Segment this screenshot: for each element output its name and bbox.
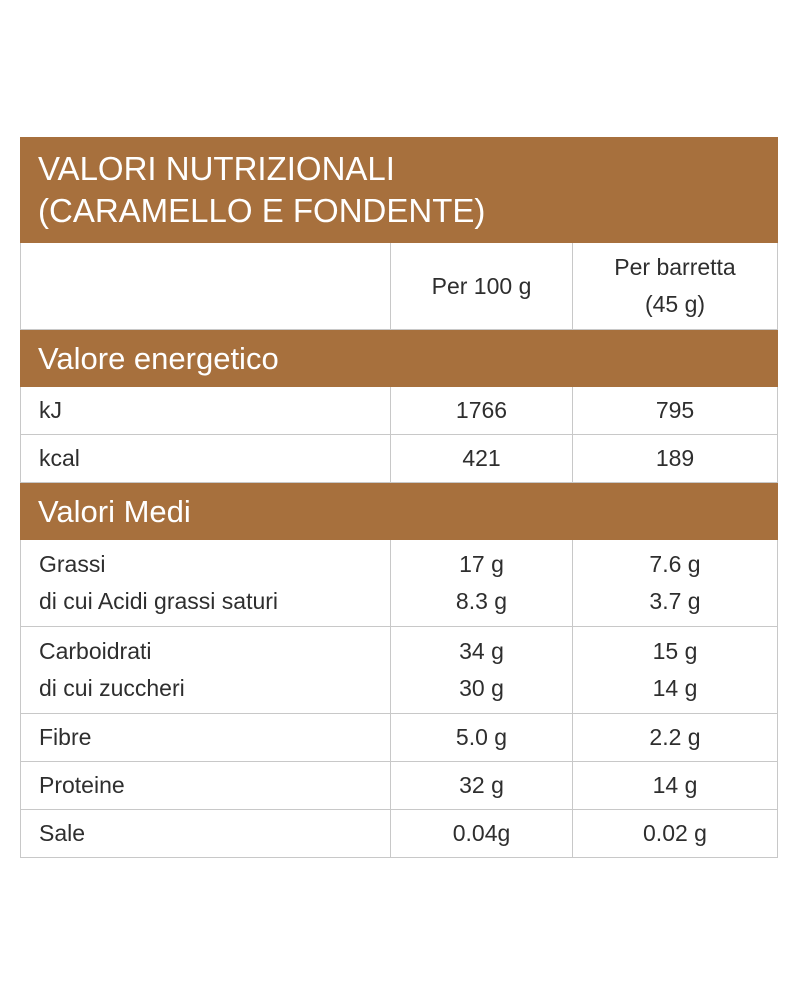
cell-text: 14 g (652, 675, 698, 701)
cell-text: 0.04g (452, 820, 511, 846)
cell: 2.2 g (573, 714, 777, 761)
cell-text: Proteine (39, 772, 125, 798)
cell-text: 17 g (459, 551, 504, 577)
cell: 421 (391, 435, 573, 482)
cell-text: Grassi (39, 551, 106, 577)
nutrition-table: VALORI NUTRIZIONALI (CARAMELLO E FONDENTE… (20, 137, 778, 858)
data-row: Fibre 5.0 g 2.2 g (20, 714, 778, 762)
cell-text: 5.0 g (455, 724, 508, 750)
header-row: Per 100 g Per barretta (45 g) (20, 243, 778, 330)
section-title: Valori Medi (38, 493, 191, 529)
cell (21, 243, 391, 329)
cell-text: 2.2 g (649, 724, 701, 750)
section-band: Valori Medi (20, 483, 778, 540)
cell: Carboidrati di cui zuccheri (21, 627, 391, 713)
cell-text: 189 (655, 445, 695, 471)
cell: 0.02 g (573, 810, 777, 857)
cell: 34 g 30 g (391, 627, 573, 713)
cell: 17 g 8.3 g (391, 540, 573, 626)
section-title: Valore energetico (38, 340, 279, 376)
title-line: (CARAMELLO E FONDENTE) (38, 192, 486, 229)
cell-text: 32 g (459, 772, 504, 798)
cell: Per barretta (45 g) (573, 243, 777, 329)
title-line: VALORI NUTRIZIONALI (38, 150, 395, 187)
cell-text: 0.02 g (643, 820, 707, 846)
cell-text: 7.6 g (649, 551, 701, 577)
data-row: Carboidrati di cui zuccheri 34 g 30 g 15 g 14… (20, 627, 778, 714)
cell-text: Sale (39, 820, 86, 846)
cell: 7.6 g 3.7 g (573, 540, 777, 626)
cell-text: 795 (655, 397, 695, 423)
cell-text: kcal (39, 445, 80, 471)
data-row: kJ 1766 795 (20, 387, 778, 435)
cell-text: 421 (462, 445, 501, 471)
data-row: kcal 421 189 (20, 435, 778, 483)
cell: Sale (21, 810, 391, 857)
data-row: Proteine 32 g 14 g (20, 762, 778, 810)
cell: 14 g (573, 762, 777, 809)
section-band: Valore energetico (20, 330, 778, 387)
cell: 5.0 g (391, 714, 573, 761)
data-row: Grassi di cui Acidi grassi saturi 17 g 8.3 … (20, 540, 778, 627)
cell-text: 15 g (652, 638, 698, 664)
title-band: VALORI NUTRIZIONALI (CARAMELLO E FONDENTE… (20, 137, 778, 243)
cell: Grassi di cui Acidi grassi saturi (21, 540, 391, 626)
cell-text: Fibre (39, 724, 92, 750)
data-row: Sale 0.04g 0.02 g (20, 810, 778, 858)
cell: 189 (573, 435, 777, 482)
cell-text: 3.7 g (649, 588, 701, 614)
cell: 0.04g (391, 810, 573, 857)
cell: 1766 (391, 387, 573, 434)
cell: 795 (573, 387, 777, 434)
cell: Per 100 g (391, 243, 573, 329)
cell-text: 30 g (459, 675, 504, 701)
cell-text: di cui Acidi grassi saturi (39, 588, 279, 614)
cell: Fibre (21, 714, 391, 761)
cell: 15 g 14 g (573, 627, 777, 713)
cell-text: Per 100 g (431, 272, 532, 299)
cell-text: Per barretta (614, 254, 736, 280)
cell-text: 34 g (459, 638, 504, 664)
cell-text: di cui zuccheri (39, 675, 185, 701)
cell-text: 8.3 g (455, 588, 508, 614)
cell: 32 g (391, 762, 573, 809)
cell: kcal (21, 435, 391, 482)
cell-text: kJ (39, 397, 62, 423)
cell-text: (45 g) (644, 291, 706, 317)
cell: Proteine (21, 762, 391, 809)
cell-text: 14 g (652, 772, 698, 798)
cell: kJ (21, 387, 391, 434)
cell-text: 1766 (455, 397, 508, 423)
cell-text: Carboidrati (39, 638, 152, 664)
